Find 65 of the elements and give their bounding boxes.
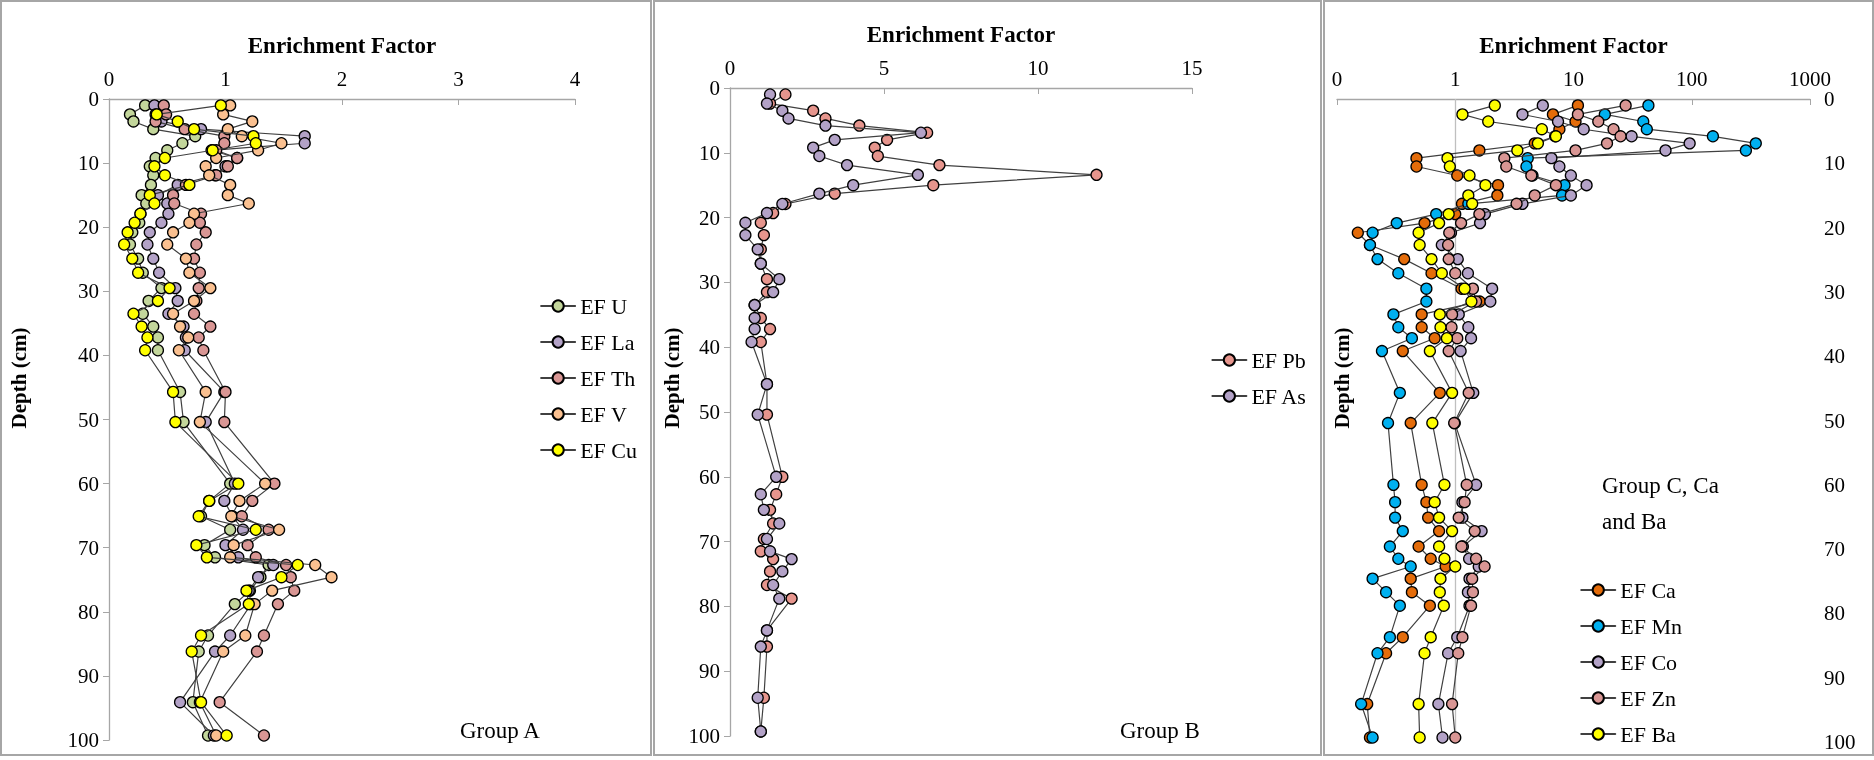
x-tick-label: 0	[724, 55, 736, 80]
x-tick-label: 10	[1027, 55, 1049, 80]
y-tick-label: 40	[1824, 344, 1845, 369]
y-tick-label: 100	[1824, 730, 1856, 754]
legend-label: EF Ca	[1620, 577, 1677, 603]
x-axis-title: Enrichment Factor	[1479, 33, 1668, 58]
annotation: Group B	[1120, 717, 1200, 743]
x-tick-label: 3	[453, 66, 464, 91]
legend-label: EF Co	[1620, 649, 1678, 675]
y-axis-title: Depth (cm)	[6, 327, 31, 429]
legend-label: EF Pb	[1251, 347, 1306, 373]
x-tick-label: 4	[569, 66, 581, 91]
y-tick-label: 100	[67, 728, 99, 752]
y-tick-label: 60	[78, 471, 99, 496]
y-tick-label: 80	[699, 594, 720, 619]
y-tick-label: 90	[1824, 665, 1845, 690]
x-tick-label: 10	[1563, 66, 1584, 91]
y-tick-label: 10	[1824, 151, 1845, 176]
annotation: Group A	[460, 717, 541, 743]
legend-label: EF Zn	[1620, 685, 1676, 711]
y-tick-label: 30	[78, 279, 99, 304]
legend-label: EF Th	[580, 365, 636, 391]
y-tick-label: 30	[1824, 279, 1845, 304]
x-tick-label: 2	[336, 66, 348, 91]
x-tick-label: 0	[1331, 66, 1343, 91]
y-tick-label: 70	[78, 535, 99, 560]
y-tick-label: 10	[699, 140, 720, 165]
x-tick-label: 1	[220, 66, 231, 91]
x-tick-label: 1	[1450, 66, 1461, 91]
y-tick-label: 20	[78, 215, 99, 240]
y-tick-label: 90	[78, 663, 99, 688]
y-tick-label: 40	[78, 343, 99, 368]
y-tick-label: 80	[1824, 601, 1845, 626]
x-axis-title: Enrichment Factor	[247, 33, 437, 58]
legend-label: EF As	[1251, 383, 1306, 409]
legend-label: EF U	[580, 293, 628, 319]
y-tick-label: 50	[699, 400, 720, 424]
y-tick-label: 90	[699, 659, 720, 684]
y-tick-label: 60	[1824, 472, 1845, 497]
x-tick-label: 15	[1181, 55, 1203, 80]
y-tick-label: 50	[1824, 408, 1845, 433]
annotation: Group C, Ca and Ba	[1602, 472, 1725, 534]
x-axis-title: Enrichment Factor	[866, 22, 1056, 47]
y-tick-label: 20	[1824, 215, 1845, 240]
legend-label: EF Ba	[1620, 721, 1677, 747]
legend-label: EF V	[580, 401, 627, 427]
y-axis-title: Depth (cm)	[659, 327, 684, 429]
y-tick-label: 70	[699, 529, 720, 554]
y-axis-title: Depth (cm)	[1329, 327, 1354, 429]
x-tick-label: 0	[103, 66, 115, 91]
legend-label: EF Mn	[1620, 613, 1683, 639]
y-tick-label: 60	[699, 464, 720, 489]
x-tick-label: 5	[878, 55, 890, 80]
y-tick-label: 70	[1824, 537, 1845, 562]
legend-label: EF La	[580, 329, 635, 355]
y-tick-label: 20	[699, 205, 720, 230]
y-tick-label: 80	[78, 599, 99, 624]
y-tick-label: 30	[699, 270, 720, 295]
legend-label: EF Cu	[580, 437, 638, 463]
y-tick-label: 0	[88, 87, 99, 111]
y-tick-label: 10	[78, 151, 99, 176]
y-tick-label: 50	[78, 407, 99, 432]
x-tick-label: 100	[1676, 66, 1708, 91]
y-tick-label: 40	[699, 335, 720, 360]
y-tick-label: 100	[688, 724, 720, 748]
